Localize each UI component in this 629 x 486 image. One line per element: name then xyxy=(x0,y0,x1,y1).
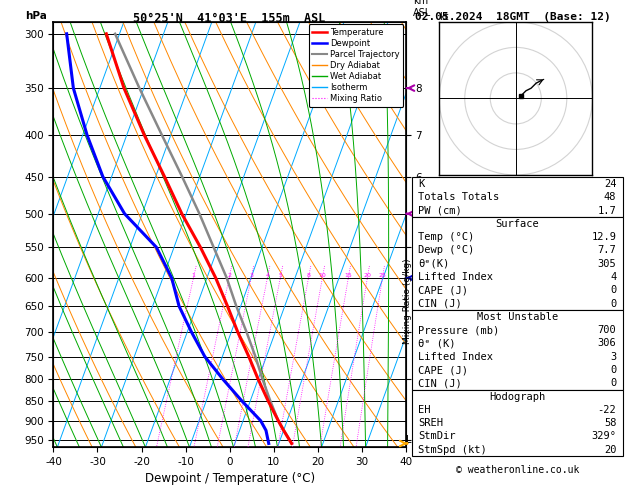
Text: Mixing Ratio (g/kg): Mixing Ratio (g/kg) xyxy=(403,259,412,344)
Text: CAPE (J): CAPE (J) xyxy=(418,285,468,295)
Text: Dewp (°C): Dewp (°C) xyxy=(418,245,474,256)
Text: 10: 10 xyxy=(318,273,326,278)
Text: 58: 58 xyxy=(604,418,616,428)
Text: -22: -22 xyxy=(598,405,616,415)
Text: Hodograph: Hodograph xyxy=(489,392,545,401)
Text: θᵉ (K): θᵉ (K) xyxy=(418,338,456,348)
Text: EH: EH xyxy=(418,405,431,415)
Text: 2: 2 xyxy=(227,273,231,278)
Legend: Temperature, Dewpoint, Parcel Trajectory, Dry Adiabat, Wet Adiabat, Isotherm, Mi: Temperature, Dewpoint, Parcel Trajectory… xyxy=(309,24,403,106)
Text: Most Unstable: Most Unstable xyxy=(477,312,558,322)
Text: 305: 305 xyxy=(598,259,616,269)
Text: km
ASL: km ASL xyxy=(413,0,431,17)
Text: 50°25'N  41°03'E  155m  ASL: 50°25'N 41°03'E 155m ASL xyxy=(133,12,326,25)
Text: Lifted Index: Lifted Index xyxy=(418,352,493,362)
Text: 0: 0 xyxy=(610,285,616,295)
Text: 3: 3 xyxy=(249,273,253,278)
X-axis label: Dewpoint / Temperature (°C): Dewpoint / Temperature (°C) xyxy=(145,472,314,486)
Text: 8: 8 xyxy=(306,273,311,278)
Text: Temp (°C): Temp (°C) xyxy=(418,232,474,242)
Text: θᵉ(K): θᵉ(K) xyxy=(418,259,450,269)
Text: StmDir: StmDir xyxy=(418,432,456,441)
Text: 1.7: 1.7 xyxy=(598,206,616,216)
Text: CIN (J): CIN (J) xyxy=(418,378,462,388)
Text: CIN (J): CIN (J) xyxy=(418,298,462,309)
Text: 02.05.2024  18GMT  (Base: 12): 02.05.2024 18GMT (Base: 12) xyxy=(415,12,611,22)
Text: PW (cm): PW (cm) xyxy=(418,206,462,216)
Text: 329°: 329° xyxy=(591,432,616,441)
Text: 306: 306 xyxy=(598,338,616,348)
Text: 4: 4 xyxy=(265,273,269,278)
Text: 0: 0 xyxy=(610,298,616,309)
Text: 4: 4 xyxy=(610,272,616,282)
Text: 0: 0 xyxy=(610,365,616,375)
Text: SREH: SREH xyxy=(418,418,443,428)
Text: 1: 1 xyxy=(191,273,196,278)
Text: 700: 700 xyxy=(598,325,616,335)
Text: StmSpd (kt): StmSpd (kt) xyxy=(418,445,487,455)
Text: LCL: LCL xyxy=(406,435,423,445)
Text: 25: 25 xyxy=(379,273,386,278)
Text: 0: 0 xyxy=(610,378,616,388)
Text: 24: 24 xyxy=(604,179,616,189)
Text: Totals Totals: Totals Totals xyxy=(418,192,499,202)
Text: CAPE (J): CAPE (J) xyxy=(418,365,468,375)
Text: Pressure (mb): Pressure (mb) xyxy=(418,325,499,335)
Text: 15: 15 xyxy=(345,273,352,278)
Text: 48: 48 xyxy=(604,192,616,202)
Text: kt: kt xyxy=(439,12,448,22)
Text: Surface: Surface xyxy=(496,219,539,229)
Text: © weatheronline.co.uk: © weatheronline.co.uk xyxy=(455,465,579,475)
Text: 3: 3 xyxy=(610,352,616,362)
Text: Lifted Index: Lifted Index xyxy=(418,272,493,282)
Text: 20: 20 xyxy=(604,445,616,455)
Text: 7.7: 7.7 xyxy=(598,245,616,256)
Text: K: K xyxy=(418,179,425,189)
Text: hPa: hPa xyxy=(25,11,47,21)
Text: 12.9: 12.9 xyxy=(591,232,616,242)
Text: 20: 20 xyxy=(364,273,371,278)
Text: 5: 5 xyxy=(279,273,282,278)
